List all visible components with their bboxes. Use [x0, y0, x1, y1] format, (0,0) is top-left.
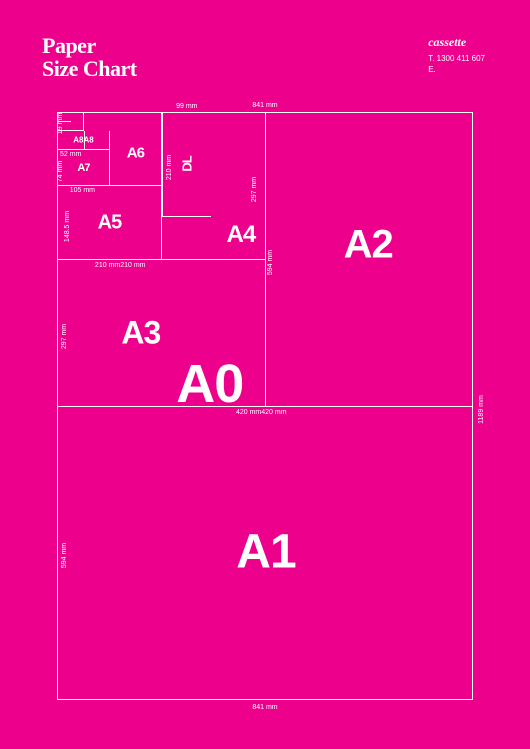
dim-top: 841 mm — [252, 102, 277, 109]
dim-a5-h: 148.5 mm — [64, 211, 71, 242]
dim-dl-h: 210 mm — [166, 155, 173, 180]
box-a1: A1 594 mm — [58, 405, 474, 699]
box-a3: A3 297 mm — [58, 260, 266, 407]
dim-a1-h: 594 mm — [61, 543, 68, 568]
dim-105: 105 mm — [70, 187, 95, 194]
dim-a2-h: 594 mm — [267, 250, 274, 275]
title-line1: Paper — [42, 34, 137, 57]
box-a6: A6 — [110, 113, 162, 186]
dim-a8-w: 52 mm — [60, 151, 81, 158]
dim-a4-h: 297 mm — [251, 177, 258, 202]
box-a8: A8A8 52 mm — [58, 131, 110, 149]
dim-dl-w: 99 mm — [176, 103, 197, 110]
label-dl: DL — [179, 157, 194, 172]
dim-a7-h: 74 mm — [57, 160, 64, 181]
page-title: Paper Size Chart — [42, 34, 137, 80]
box-dl: DL 99 mm 210 mm — [162, 113, 211, 217]
label-a2: A2 — [344, 222, 393, 267]
dim-right: 1189 mm — [478, 395, 485, 424]
label-a1: A1 — [236, 525, 295, 580]
label-a6: A6 — [127, 144, 144, 161]
brand-email: E. — [428, 64, 485, 75]
box-a9b — [58, 113, 71, 122]
label-a3: A3 — [121, 314, 160, 351]
dim-210: 210 mm210 mm — [95, 262, 146, 269]
brand-block: cassette T. 1300 411 607 E. — [428, 34, 485, 75]
brand-phone: T. 1300 411 607 — [428, 53, 485, 64]
label-a4: A4 — [227, 221, 256, 249]
dim-bottom: 841 mm — [252, 704, 277, 711]
box-a2: A2 594 mm — [264, 113, 472, 407]
brand-logo: cassette — [428, 34, 485, 51]
dim-420: 420 mm420 mm — [236, 409, 287, 416]
paper-size-chart: 841 mm 1189 mm 841 mm A1 594 mm A2 594 m… — [57, 112, 473, 700]
label-a7: A7 — [77, 162, 89, 174]
title-line2: Size Chart — [42, 57, 137, 80]
label-a5: A5 — [98, 211, 122, 234]
dim-a3-h: 297 mm — [61, 324, 68, 349]
box-a5: A5 148.5 mm — [58, 186, 162, 259]
